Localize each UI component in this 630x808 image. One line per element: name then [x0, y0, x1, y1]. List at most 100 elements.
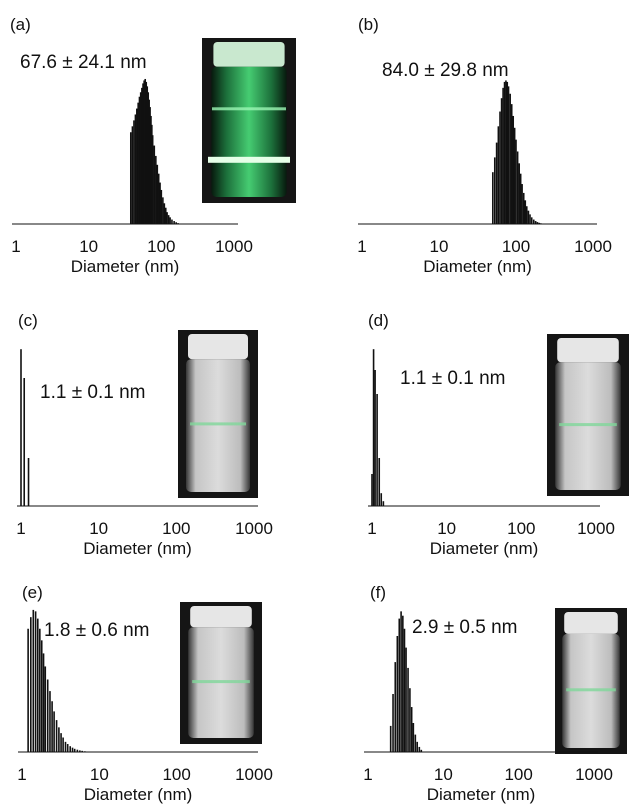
vial-cap [188, 334, 248, 360]
x-tick-label: 1 [11, 237, 20, 256]
bar [505, 80, 507, 224]
bar [376, 394, 378, 506]
vial-body [211, 66, 287, 197]
bar [39, 628, 41, 752]
size-annotation: 1.8 ± 0.6 nm [44, 620, 149, 641]
bar [414, 734, 417, 752]
bar [392, 694, 394, 752]
bar [134, 114, 137, 224]
bar [500, 98, 503, 224]
bar [148, 99, 150, 224]
laser-beam [208, 156, 290, 163]
bar [131, 126, 134, 224]
x-tick-label: 1000 [215, 237, 253, 256]
bar [73, 748, 76, 752]
bar [166, 212, 168, 224]
bar [493, 157, 496, 224]
x-tick-label: 10 [434, 765, 453, 784]
bar [492, 172, 494, 224]
size-annotation: 84.0 ± 29.8 nm [382, 60, 509, 81]
bar [30, 617, 32, 752]
bar [540, 223, 542, 224]
bar [171, 219, 173, 224]
vial-body [186, 359, 250, 492]
bar [159, 182, 161, 224]
x-tick-label: 10 [437, 519, 456, 538]
panel-label: (f) [370, 583, 386, 602]
x-tick-label: 10 [79, 237, 98, 256]
x-tick-label: 1000 [575, 765, 613, 784]
bar [129, 132, 132, 224]
bar [144, 78, 147, 225]
bar [23, 378, 26, 506]
bar [524, 200, 527, 224]
bar [36, 618, 39, 752]
x-tick-label: 100 [502, 237, 530, 256]
bar [32, 609, 35, 752]
bar [173, 221, 175, 224]
panel-label: (a) [10, 15, 31, 34]
bar [519, 173, 522, 224]
bar [405, 647, 407, 752]
bar [151, 124, 153, 224]
bar [378, 458, 381, 506]
bar [398, 618, 401, 752]
bar [516, 151, 519, 224]
bar [412, 723, 415, 752]
bar [372, 349, 375, 506]
bar [374, 370, 376, 506]
x-tick-label: 1000 [235, 519, 273, 538]
bar [518, 163, 520, 224]
bar [55, 720, 58, 752]
bar [42, 653, 45, 752]
size-annotation: 2.9 ± 0.5 nm [412, 617, 517, 638]
x-tick-label: 10 [89, 519, 108, 538]
meniscus [566, 688, 616, 692]
bar [145, 81, 148, 224]
bar [502, 87, 504, 224]
x-tick-label: 1 [367, 519, 376, 538]
bar [141, 87, 143, 224]
bar [167, 215, 170, 224]
bar [400, 611, 402, 752]
bar [529, 214, 531, 224]
x-axis-title: Diameter (nm) [423, 257, 532, 276]
bar [139, 92, 142, 224]
x-axis-title: Diameter (nm) [430, 539, 539, 558]
x-tick-label: 100 [162, 519, 190, 538]
bar [410, 707, 413, 752]
size-annotation: 1.1 ± 0.1 nm [40, 382, 145, 403]
bar [62, 737, 64, 752]
x-tick-label: 1 [357, 237, 366, 256]
inset-photo [555, 608, 627, 754]
bar [160, 189, 163, 224]
bar [146, 86, 149, 224]
bar [530, 217, 533, 224]
bar [394, 662, 397, 752]
chart-panel: 1 10 100 1000 Diameter (nm) (f) 2.9 ± 0.5 nm [363, 583, 627, 804]
bar [60, 733, 62, 752]
bar [169, 217, 171, 224]
bar [403, 628, 406, 752]
x-axis-title: Diameter (nm) [83, 539, 192, 558]
bar [44, 666, 47, 752]
bar [495, 142, 498, 224]
bar [509, 93, 511, 224]
bar [538, 222, 540, 224]
size-annotation: 67.6 ± 24.1 nm [20, 52, 147, 73]
bar [532, 219, 535, 224]
bar [525, 206, 528, 224]
chart-panel: 1 10 100 1000 Diameter (nm) (d) 1.1 ± 0.1 nm [367, 311, 629, 558]
meniscus [212, 107, 286, 111]
meniscus [192, 680, 250, 684]
bar [143, 80, 145, 224]
inset-photo [202, 38, 296, 203]
bar [497, 126, 500, 224]
bar [27, 628, 29, 752]
bar [499, 111, 501, 224]
chart-panel: 1 10 100 1000 Diameter (nm) (c) 1.1 ± 0.1 nm [16, 311, 273, 558]
bar [536, 222, 539, 224]
bar [380, 493, 383, 506]
bar [155, 155, 157, 224]
